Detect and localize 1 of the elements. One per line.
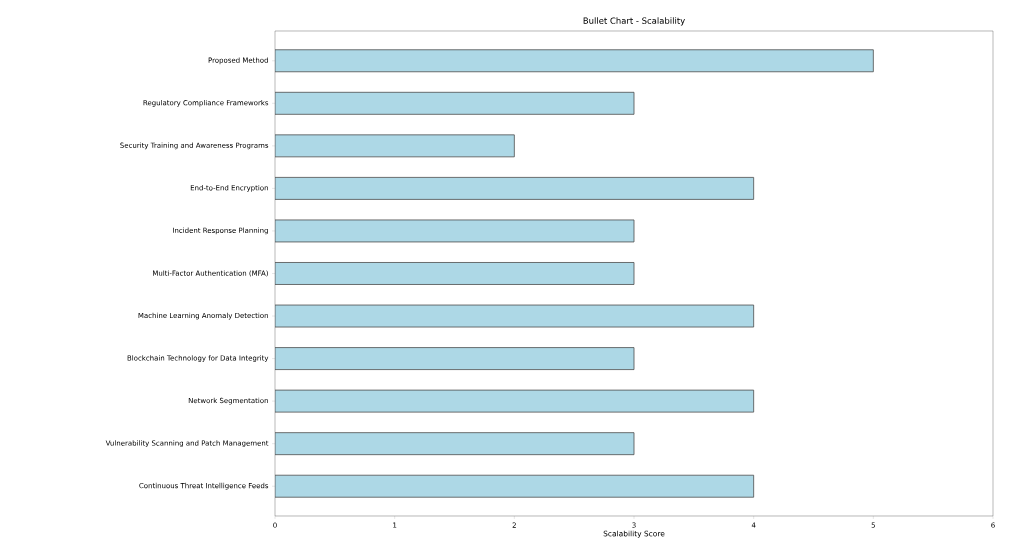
chart-title: Bullet Chart - Scalability — [583, 17, 685, 26]
